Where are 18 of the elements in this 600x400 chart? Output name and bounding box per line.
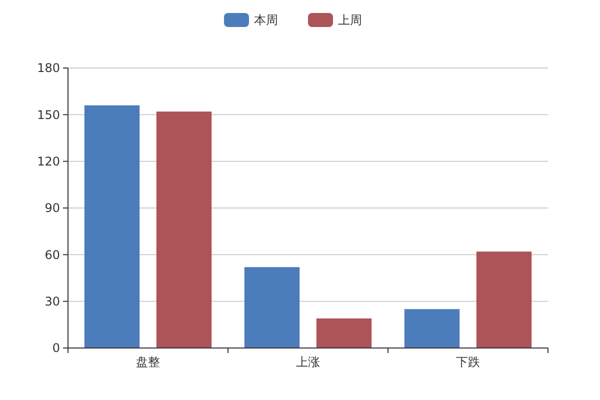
x-tick-label: 下跌 [456, 355, 480, 369]
bar [156, 112, 212, 348]
legend-label: 上周 [338, 13, 362, 28]
bar [404, 309, 460, 348]
x-tick-label: 盘整 [136, 355, 160, 369]
y-tick-label: 150 [37, 108, 60, 122]
legend-label: 本周 [254, 13, 278, 28]
y-tick-label: 0 [52, 341, 60, 356]
y-tick-label: 120 [37, 154, 60, 169]
y-tick-label: 60 [44, 248, 60, 262]
bar [244, 267, 300, 348]
bar [476, 252, 532, 348]
x-tick-label: 上涨 [296, 355, 320, 369]
bar [316, 318, 372, 348]
y-tick-label: 180 [37, 61, 60, 76]
y-tick-label: 90 [44, 201, 60, 216]
y-tick-label: 30 [44, 294, 60, 309]
bar [84, 105, 140, 348]
